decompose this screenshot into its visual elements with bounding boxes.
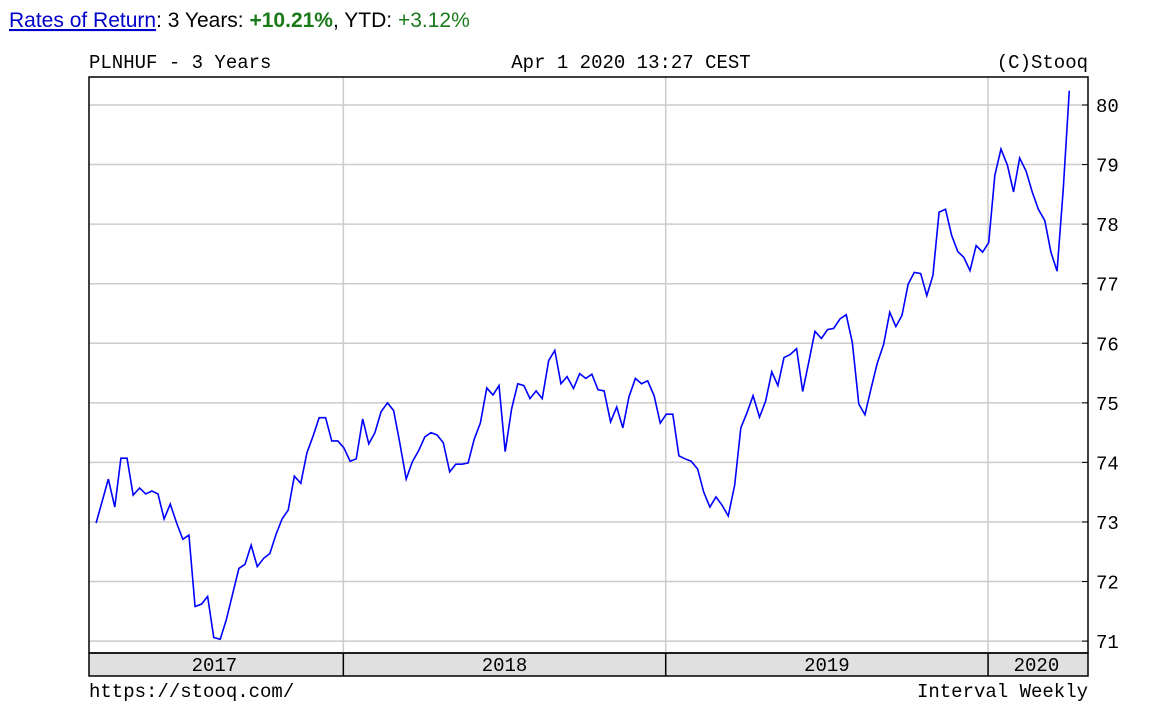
ytd-return: +3.12% bbox=[398, 9, 470, 32]
y-tick-label: 80 bbox=[1096, 96, 1119, 118]
x-tick-label: 2020 bbox=[1014, 655, 1060, 677]
chart-credit: (C)Stooq bbox=[997, 52, 1088, 74]
y-tick-label: 71 bbox=[1096, 632, 1119, 654]
rates-link[interactable]: Rates of Return bbox=[9, 9, 156, 32]
chart-title: PLNHUF - 3 Years bbox=[89, 52, 271, 74]
y-tick-label: 77 bbox=[1096, 275, 1119, 297]
y-tick-label: 74 bbox=[1096, 453, 1119, 475]
source: https://stooq.com/ bbox=[89, 681, 294, 703]
x-axis-band bbox=[88, 652, 1089, 677]
period-return: +10.21% bbox=[249, 9, 333, 32]
x-tick-label: 2019 bbox=[804, 655, 850, 677]
y-tick-label: 76 bbox=[1096, 334, 1119, 356]
header: Rates of Return: 3 Years: +10.21%, YTD: … bbox=[9, 9, 470, 32]
ytd-label: , YTD: bbox=[333, 9, 398, 32]
price-line bbox=[95, 90, 1071, 641]
y-tick-label: 78 bbox=[1096, 215, 1119, 237]
y-tick-label: 75 bbox=[1096, 394, 1119, 416]
period-label: : 3 Years: bbox=[156, 9, 249, 32]
y-tick-label: 72 bbox=[1096, 573, 1119, 595]
x-tick-label: 2017 bbox=[192, 655, 238, 677]
y-tick-label: 79 bbox=[1096, 156, 1119, 178]
interval: Interval Weekly bbox=[917, 681, 1088, 703]
chart-date: Apr 1 2020 13:27 CEST bbox=[511, 52, 750, 74]
y-tick-label: 73 bbox=[1096, 513, 1119, 535]
plot-frame bbox=[88, 76, 1089, 654]
x-tick-label: 2018 bbox=[482, 655, 528, 677]
